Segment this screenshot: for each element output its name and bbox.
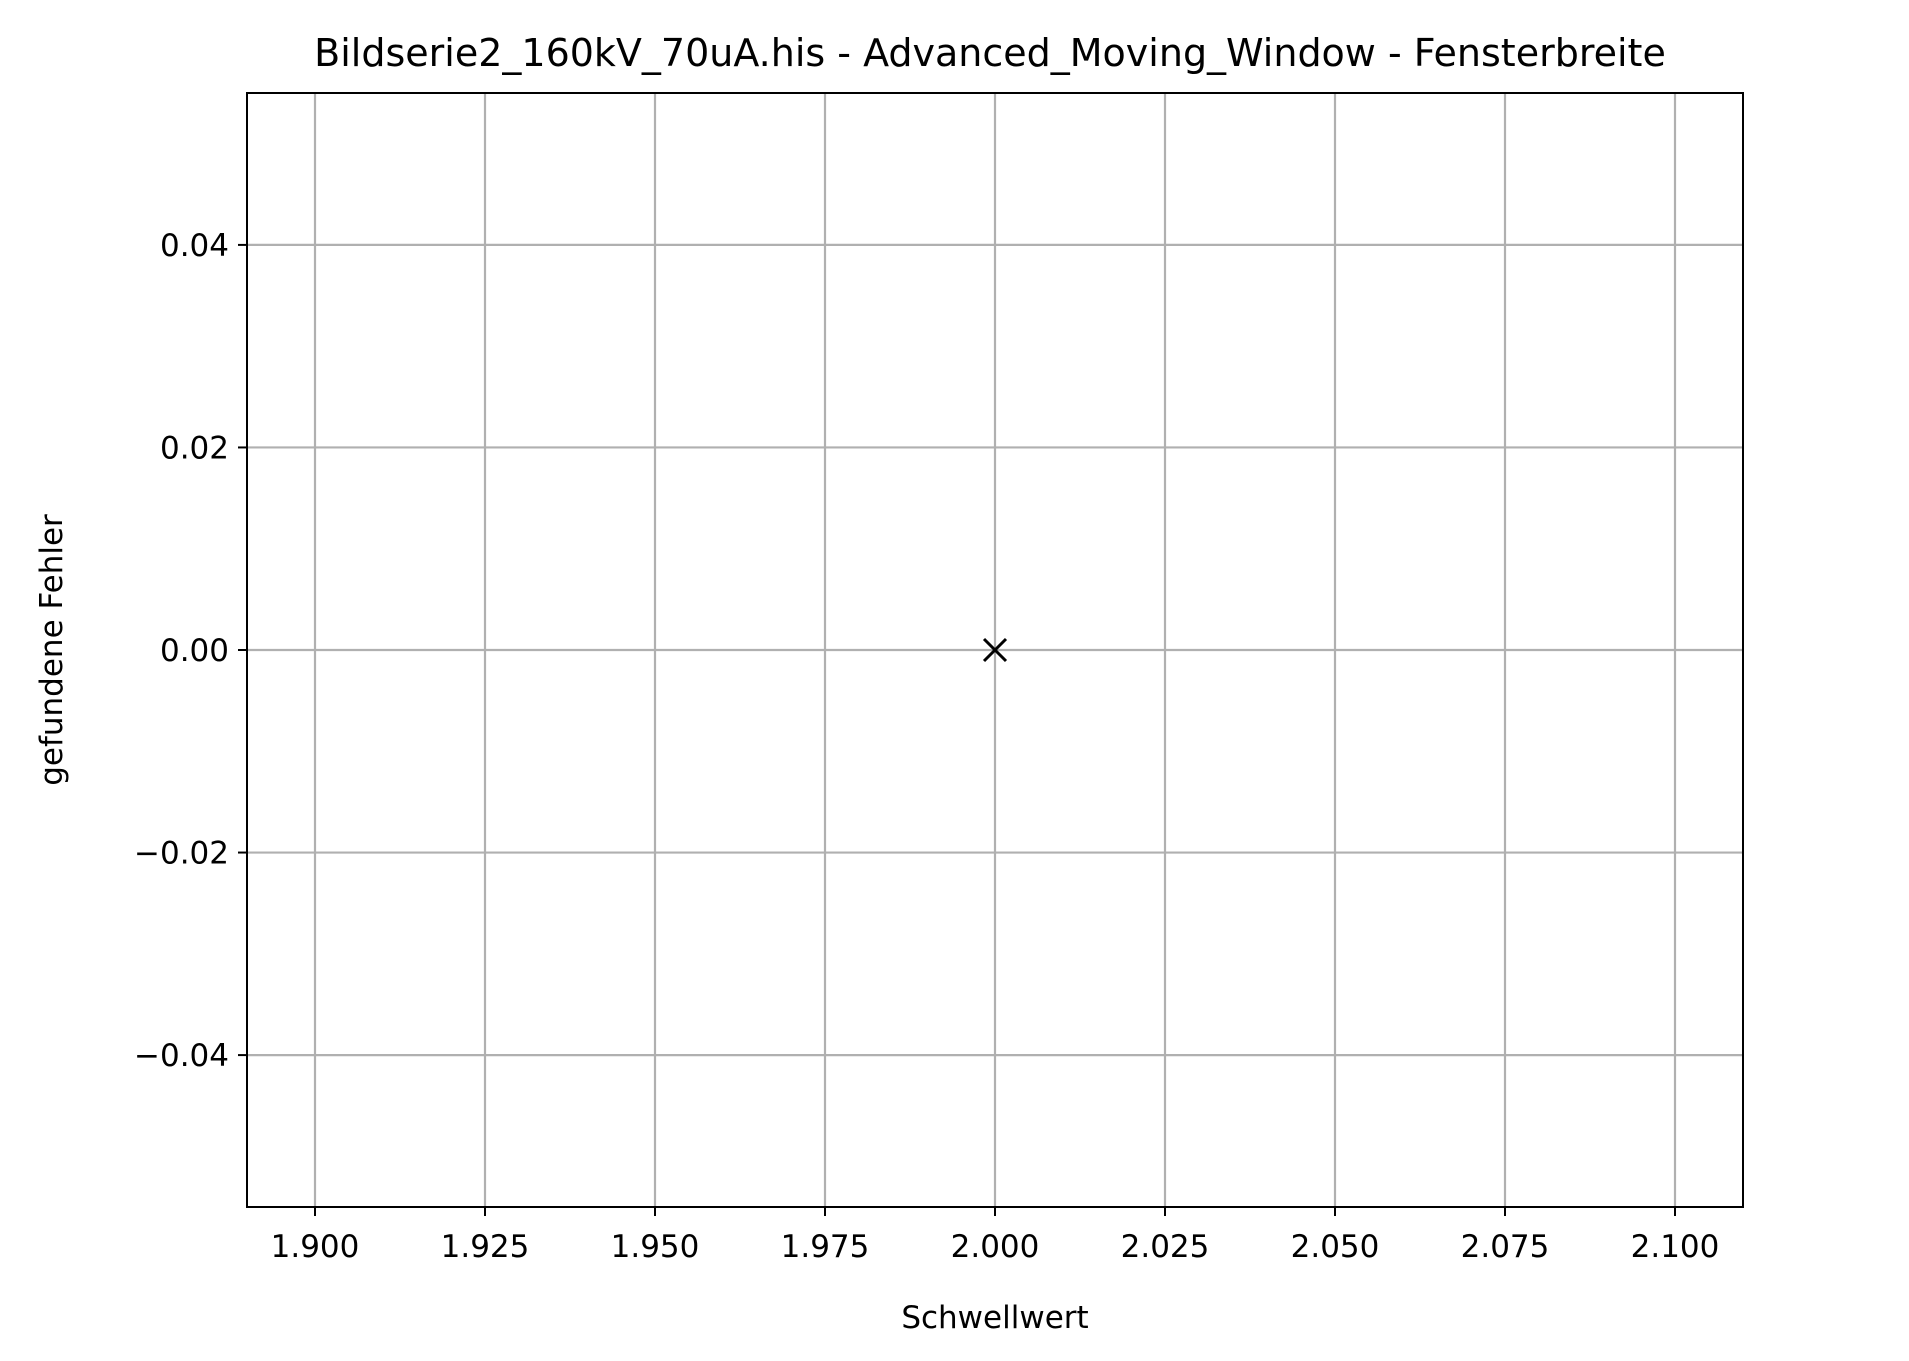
x-tick-label: 2.100 (1631, 1229, 1720, 1265)
data-points (982, 637, 1008, 663)
y-tick-label: −0.04 (134, 1038, 229, 1074)
x-tick-label: 2.000 (951, 1229, 1040, 1265)
x-tick-label: 2.075 (1461, 1229, 1550, 1265)
chart-title: Bildserie2_160kV_70uA.his - Advanced_Mov… (314, 31, 1666, 75)
x-tick-label: 2.050 (1291, 1229, 1380, 1265)
x-tick-label: 1.975 (781, 1229, 870, 1265)
x-tick-label: 1.950 (611, 1229, 700, 1265)
y-axis: −0.04 −0.02 0.00 0.02 0.04 (134, 228, 247, 1074)
y-tick-label: 0.00 (160, 633, 229, 669)
y-tick-label: 0.04 (160, 228, 229, 264)
data-point-marker (982, 637, 1008, 663)
y-tick-label: 0.02 (160, 430, 229, 466)
x-axis: 1.900 1.925 1.950 1.975 2.000 2.025 2.050 2.075… (271, 1207, 1720, 1265)
x-tick-label: 1.925 (441, 1229, 530, 1265)
x-tick-label: 2.025 (1121, 1229, 1210, 1265)
y-tick-label: −0.02 (134, 836, 229, 872)
x-tick-label: 1.900 (271, 1229, 360, 1265)
x-axis-label: Schwellwert (901, 1300, 1088, 1336)
y-axis-label: gefundene Fehler (34, 514, 70, 786)
